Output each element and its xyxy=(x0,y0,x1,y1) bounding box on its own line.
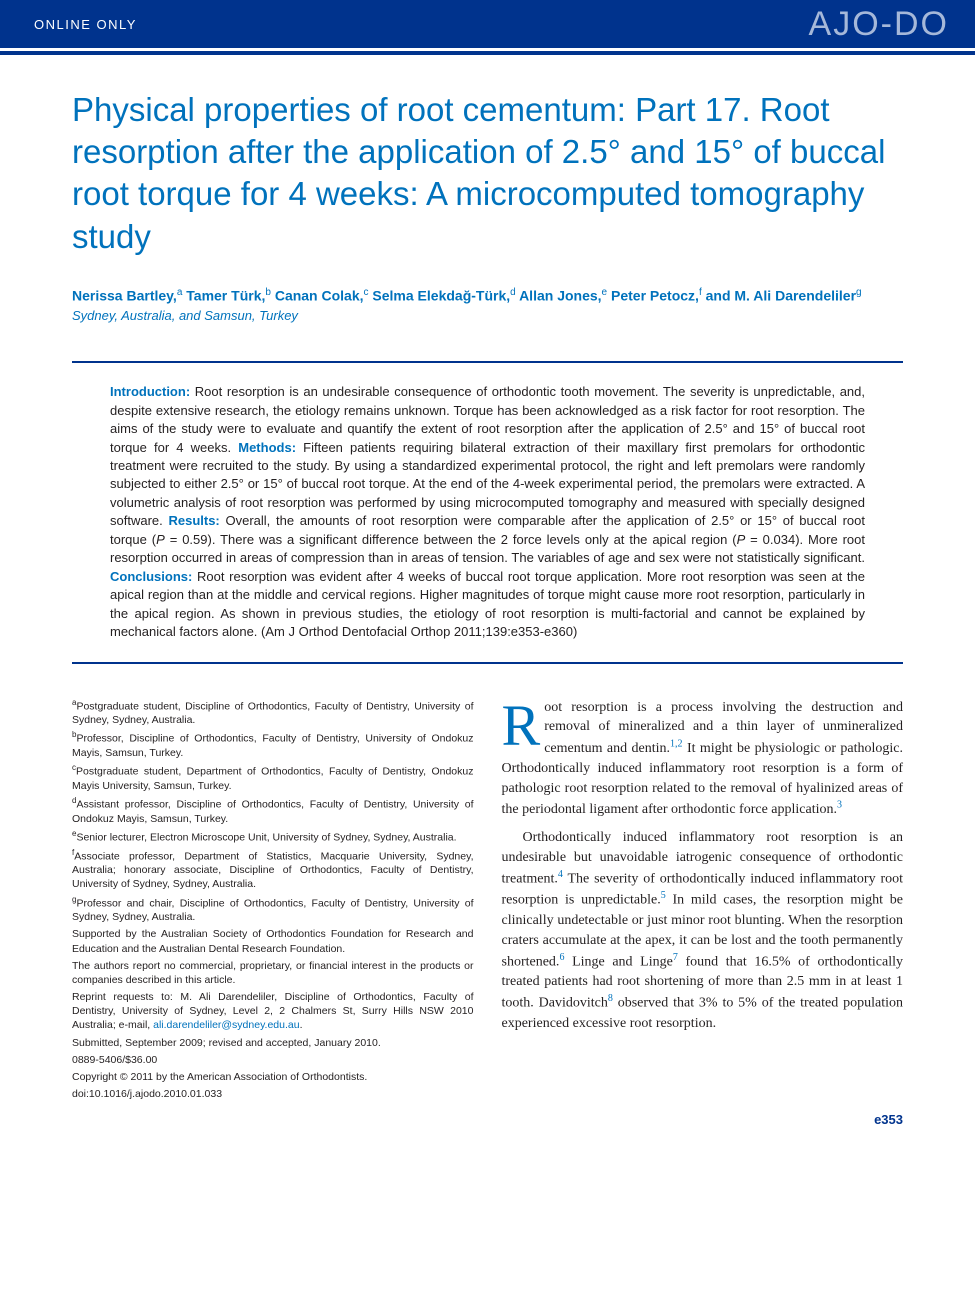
footnotes-column: aPostgraduate student, Discipline of Ort… xyxy=(72,698,474,1105)
fn-doi: doi:10.1016/j.ajodo.2010.01.033 xyxy=(72,1087,474,1101)
rule-top xyxy=(72,361,903,363)
dropcap: R xyxy=(502,698,545,750)
title-block: Physical properties of root cementum: Pa… xyxy=(0,55,975,347)
fn-d: dAssistant professor, Discipline of Orth… xyxy=(72,796,474,826)
body-text-column: Root resorption is a process involving t… xyxy=(502,698,904,1105)
affiliation-brief: Sydney, Australia, and Samsun, Turkey xyxy=(72,308,903,323)
fn-e: eSenior lecturer, Electron Microscope Un… xyxy=(72,829,474,845)
results-text: Overall, the amounts of root resorption … xyxy=(110,513,865,565)
fn-submitted: Submitted, September 2009; revised and a… xyxy=(72,1036,474,1050)
rule-bottom xyxy=(72,662,903,664)
abstract-section: Introduction: Root resorption is an unde… xyxy=(0,361,975,663)
page-number: e353 xyxy=(0,1104,975,1145)
email-link[interactable]: ali.darendeliler@sydney.edu.au xyxy=(153,1019,299,1031)
fn-a: aPostgraduate student, Discipline of Ort… xyxy=(72,698,474,728)
results-label: Results: xyxy=(168,513,219,528)
fn-copyright: Copyright © 2011 by the American Associa… xyxy=(72,1070,474,1084)
journal-logo: AJO-DO xyxy=(809,5,949,44)
intro-label: Introduction: xyxy=(110,384,190,399)
author-list: Nerissa Bartley,a Tamer Türk,b Canan Col… xyxy=(72,286,903,306)
abstract-text: Introduction: Root resorption is an unde… xyxy=(72,377,903,647)
body-p1: Root resorption is a process involving t… xyxy=(502,698,904,821)
body-p2: Orthodontically induced inflammatory roo… xyxy=(502,828,904,1033)
header-bar: ONLINE ONLY AJO-DO xyxy=(0,0,975,48)
online-only-label: ONLINE ONLY xyxy=(34,17,137,32)
fn-coi: The authors report no commercial, propri… xyxy=(72,959,474,987)
fn-support: Supported by the Australian Society of O… xyxy=(72,927,474,955)
fn-issn: 0889-5406/$36.00 xyxy=(72,1053,474,1067)
conclusions-label: Conclusions: xyxy=(110,569,192,584)
body-columns: aPostgraduate student, Discipline of Ort… xyxy=(0,678,975,1105)
fn-reprint: Reprint requests to: M. Ali Darendeliler… xyxy=(72,990,474,1033)
methods-label: Methods: xyxy=(238,440,296,455)
fn-g: gProfessor and chair, Discipline of Orth… xyxy=(72,895,474,925)
fn-f: fAssociate professor, Department of Stat… xyxy=(72,848,474,892)
fn-c: cPostgraduate student, Department of Ort… xyxy=(72,763,474,793)
conclusions-text: Root resorption was evident after 4 week… xyxy=(110,569,865,639)
article-title: Physical properties of root cementum: Pa… xyxy=(72,89,903,258)
fn-b: bProfessor, Discipline of Orthodontics, … xyxy=(72,730,474,760)
